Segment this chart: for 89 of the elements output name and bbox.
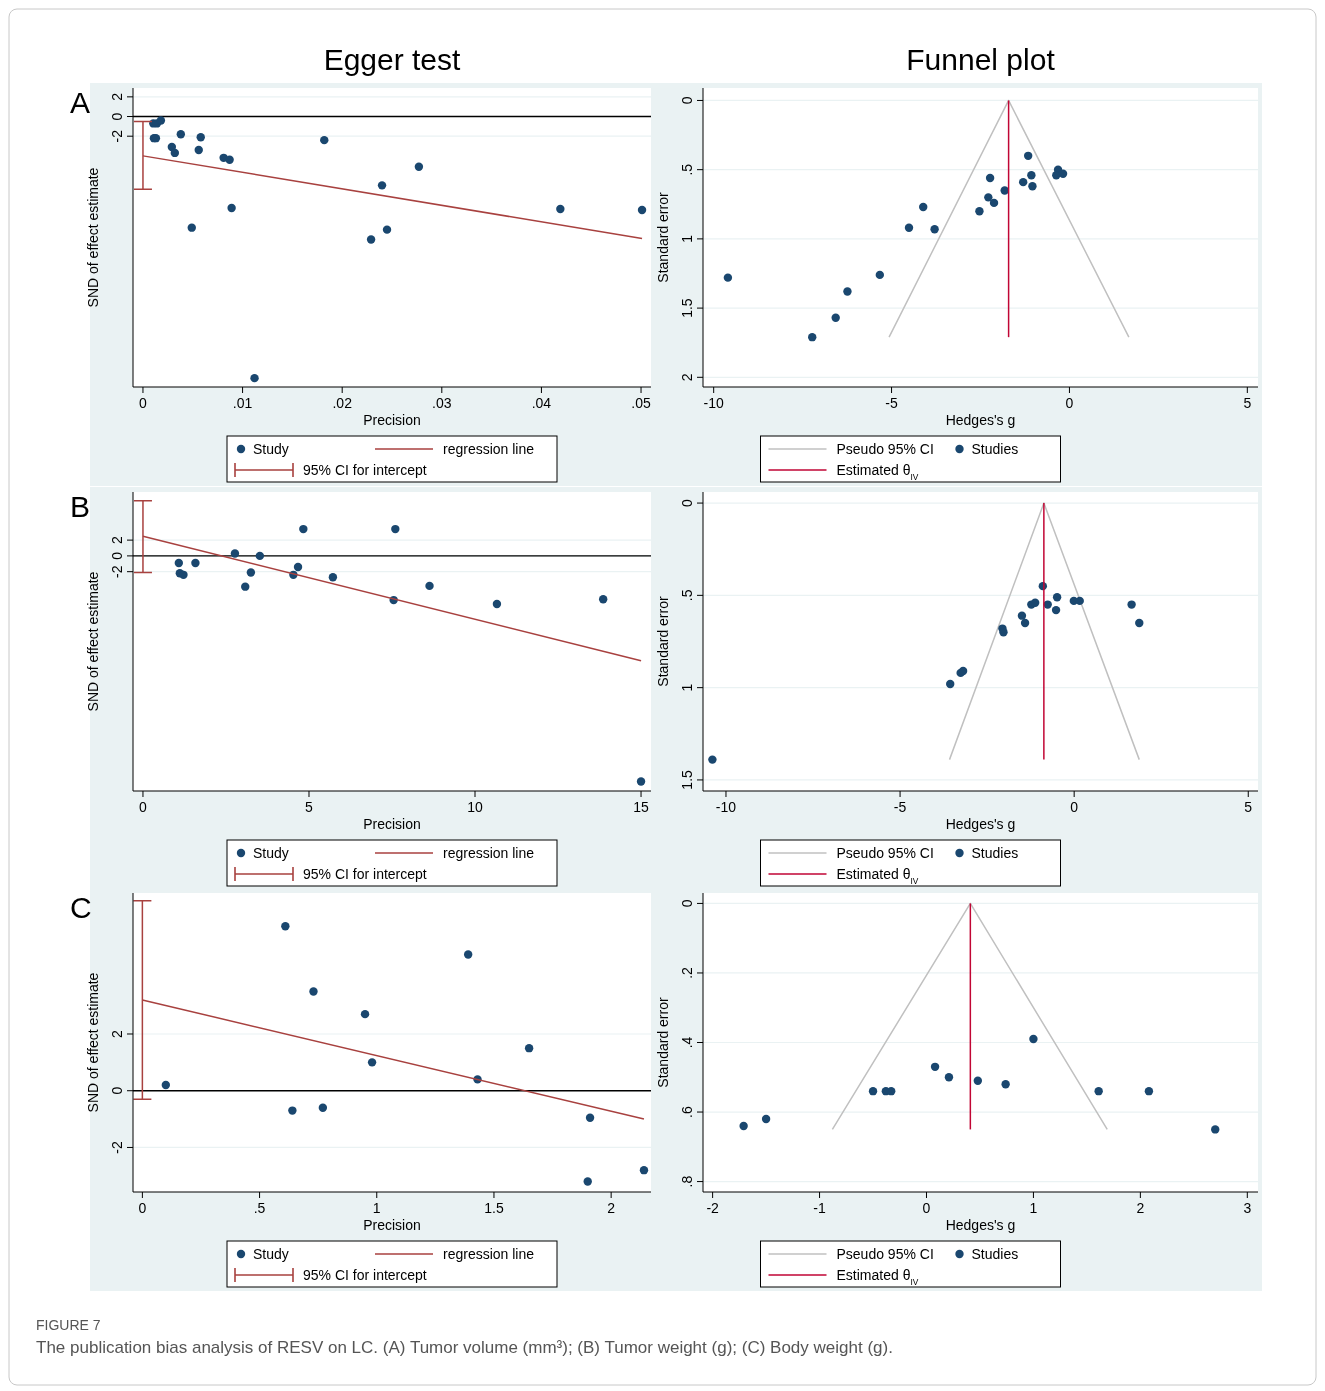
x-tick-label: 5: [1244, 799, 1253, 815]
y-tick-label: 0: [109, 1086, 125, 1095]
legend-label: regression line: [443, 441, 535, 457]
y-axis-title: Standard error: [655, 997, 671, 1088]
chart-title: Egger test: [323, 43, 462, 76]
legend-label: Estimated θ$_{IV}$: [836, 1267, 919, 1287]
x-tick-label: -5: [885, 395, 898, 411]
x-tick-label: 0: [1065, 395, 1074, 411]
x-tick-label: .02: [332, 395, 353, 411]
legend-label: Studies: [971, 845, 1019, 861]
x-tick-label: -10: [715, 799, 737, 815]
y-tick-label: 2: [109, 1029, 125, 1038]
legend-label: Estimated θ$_{IV}$: [836, 866, 919, 886]
legend-label: Study: [253, 845, 289, 861]
x-tick-label: 10: [467, 799, 484, 815]
y-tick-label: .5: [679, 589, 695, 602]
y-tick-label: .8: [679, 1175, 695, 1188]
x-tick-label: 2: [607, 1200, 616, 1216]
x-axis-title: Precision: [363, 412, 421, 428]
text: B: [70, 490, 91, 523]
y-tick-label: 2: [679, 373, 695, 382]
legend-label: 95% CI for intercept: [303, 866, 427, 882]
y-tick-label: 0: [109, 551, 125, 560]
x-tick-label: 5: [305, 799, 314, 815]
legend-label: 95% CI for intercept: [303, 1267, 427, 1283]
y-tick-label: -2: [109, 129, 125, 143]
x-axis-title: Precision: [363, 1217, 421, 1233]
legend-label: Pseudo 95% CI: [836, 1246, 934, 1262]
x-tick-label: 0: [138, 1200, 147, 1216]
x-tick-label: 0: [922, 1200, 931, 1216]
x-tick-label: -1: [813, 1200, 826, 1216]
legend-label: regression line: [443, 845, 535, 861]
text: The publication bias analysis of RESV on LC. (A) Tumor volume (mm³); (B) Tumor weight (g); (C) Body weight (g).: [36, 1338, 893, 1357]
x-tick-label: 15: [633, 799, 650, 815]
legend-label: Pseudo 95% CI: [836, 845, 934, 861]
x-tick-label: 2: [1136, 1200, 1145, 1216]
x-tick-label: .04: [531, 395, 552, 411]
x-tick-label: 1.5: [484, 1200, 504, 1216]
x-tick-label: 0: [1070, 799, 1079, 815]
x-axis-title: Hedges's g: [945, 412, 1016, 428]
y-tick-label: 1: [679, 683, 695, 692]
x-tick-label: 3: [1243, 1200, 1252, 1216]
x-tick-label: -2: [706, 1200, 720, 1216]
x-tick-label: 5: [1243, 395, 1252, 411]
y-axis-title: SND of effect estimate: [85, 972, 101, 1113]
text: A: [70, 86, 91, 119]
y-tick-label: -2: [109, 1141, 125, 1154]
y-tick-label: 1.5: [679, 769, 695, 790]
chart-title: Funnel plot: [906, 43, 1056, 76]
y-tick-label: 2: [109, 92, 125, 101]
y-axis-title: SND of effect estimate: [85, 167, 101, 308]
y-axis-title: Standard error: [655, 192, 671, 283]
legend-label: 95% CI for intercept: [303, 462, 427, 478]
x-axis-title: Precision: [363, 816, 421, 832]
x-axis-title: Hedges's g: [945, 816, 1016, 832]
x-tick-label: 0: [139, 395, 148, 411]
legend-label: Studies: [971, 441, 1019, 457]
y-tick-label: 0: [109, 112, 125, 121]
x-tick-label: -5: [893, 799, 907, 815]
x-tick-label: .01: [232, 395, 253, 411]
y-tick-label: -2: [109, 565, 125, 578]
y-tick-label: .4: [679, 1036, 695, 1049]
x-tick-label: 1: [1029, 1200, 1038, 1216]
y-tick-label: .5: [679, 163, 695, 176]
y-tick-label: 0: [679, 899, 695, 908]
legend-label: Study: [253, 441, 289, 457]
y-tick-label: 2: [109, 536, 125, 545]
caption: FIGURE 7: [36, 1317, 101, 1333]
y-tick-label: 1: [679, 234, 695, 243]
y-tick-label: .2: [679, 966, 695, 979]
x-tick-label: .03: [432, 395, 452, 411]
x-tick-label: .05: [631, 395, 651, 411]
x-tick-label: .5: [253, 1200, 266, 1216]
y-tick-label: 1.5: [679, 298, 695, 318]
y-axis-title: Standard error: [655, 596, 671, 687]
y-tick-label: .6: [679, 1105, 695, 1118]
y-tick-label: 0: [679, 498, 695, 507]
x-tick-label: 1: [372, 1200, 381, 1216]
legend-label: regression line: [443, 1246, 535, 1262]
x-tick-label: -10: [703, 395, 724, 411]
legend-label: Study: [253, 1246, 289, 1262]
legend-label: Studies: [971, 1246, 1019, 1262]
y-tick-label: 0: [679, 96, 695, 105]
text: C: [70, 891, 92, 924]
y-axis-title: SND of effect estimate: [85, 571, 101, 712]
legend-label: Pseudo 95% CI: [836, 441, 934, 457]
legend-label: Estimated θ$_{IV}$: [836, 462, 919, 482]
x-tick-label: 0: [139, 799, 148, 815]
x-axis-title: Hedges's g: [945, 1217, 1016, 1233]
